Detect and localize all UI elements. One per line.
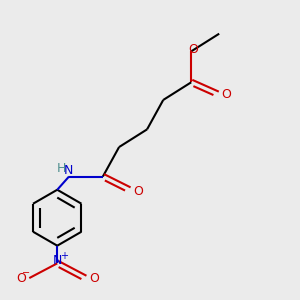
Text: O: O — [188, 44, 198, 56]
Text: O: O — [222, 88, 232, 100]
Text: −: − — [22, 268, 30, 278]
Text: +: + — [60, 251, 68, 261]
Text: N: N — [64, 164, 74, 176]
Text: O: O — [89, 272, 99, 285]
Text: O: O — [133, 185, 143, 198]
Text: O: O — [16, 272, 26, 285]
Text: H: H — [57, 162, 66, 175]
Text: N: N — [53, 254, 62, 267]
